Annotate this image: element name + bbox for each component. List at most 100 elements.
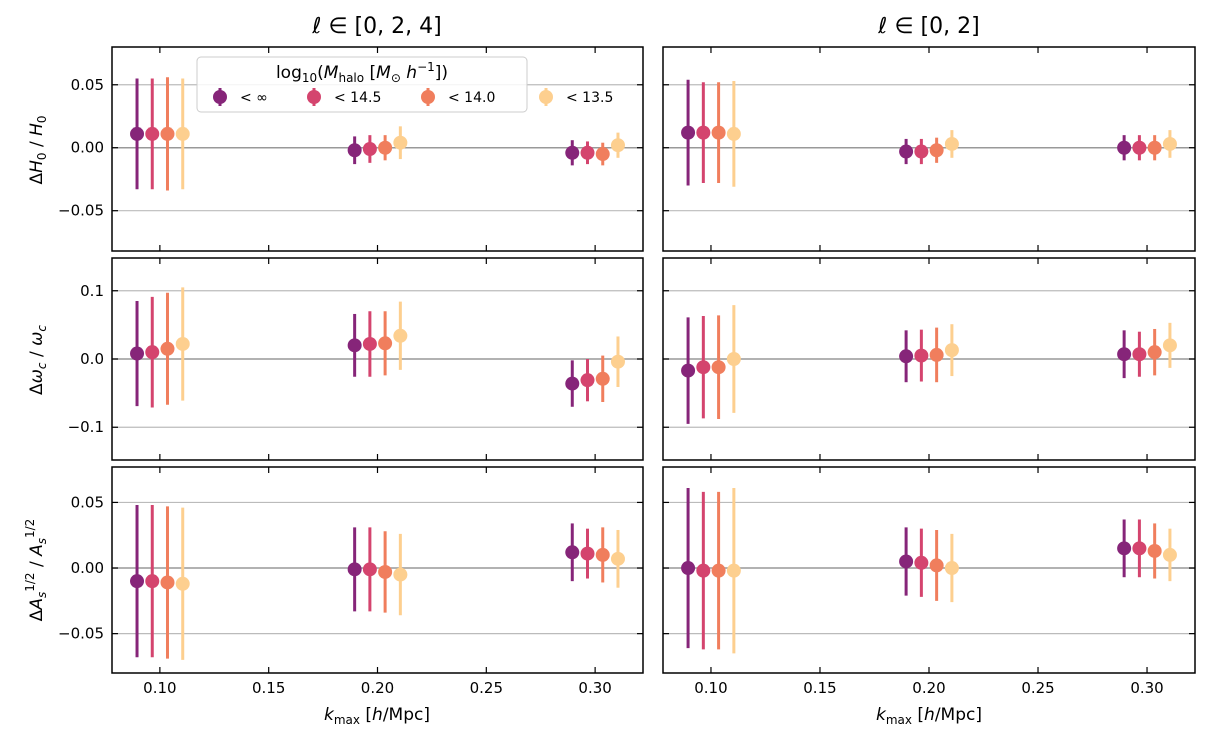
legend-marker [307, 90, 321, 104]
data-point [378, 564, 393, 579]
legend-label: < 14.0 [448, 90, 495, 106]
data-point [711, 125, 726, 140]
data-point [610, 354, 625, 369]
data-point [1117, 347, 1132, 362]
data-point [595, 371, 610, 386]
y-tick-label: −0.05 [58, 202, 104, 220]
data-point [681, 561, 696, 576]
data-point [899, 144, 914, 159]
y-axis-title-row-1: ΔH0 / H0 [27, 115, 49, 184]
data-point [914, 348, 929, 363]
data-point [580, 145, 595, 160]
y-axis-title-row-3: ΔAs1/2 / As1/2 [23, 519, 49, 622]
data-point [580, 373, 595, 388]
legend-marker [213, 90, 227, 104]
data-point [1147, 140, 1162, 155]
data-point [175, 576, 190, 591]
data-point [711, 563, 726, 578]
data-point [175, 336, 190, 351]
data-point [1132, 541, 1147, 556]
y-tick-label: −0.1 [68, 418, 104, 436]
legend-marker [421, 90, 435, 104]
data-point [393, 567, 408, 582]
x-tick-label: 0.20 [361, 679, 394, 697]
data-point [347, 562, 362, 577]
data-point [944, 561, 959, 576]
data-point [1162, 136, 1177, 151]
x-tick-label: 0.25 [1021, 679, 1054, 697]
data-point [580, 546, 595, 561]
data-point [145, 345, 160, 360]
x-tick-label: 0.10 [143, 679, 176, 697]
data-point [130, 126, 145, 141]
data-point [595, 547, 610, 562]
data-point [130, 574, 145, 589]
data-point [899, 349, 914, 364]
panel-r2-c2 [662, 257, 1196, 461]
x-tick-label: 0.25 [470, 679, 503, 697]
data-point [565, 376, 580, 391]
data-point [1132, 140, 1147, 155]
data-point [378, 336, 393, 351]
x-tick-label: 0.15 [252, 679, 285, 697]
y-tick-label: −0.05 [58, 625, 104, 643]
data-point [899, 554, 914, 569]
y-tick-label: 0.00 [71, 559, 104, 577]
x-tick-label: 0.30 [578, 679, 611, 697]
data-point [929, 558, 944, 573]
data-point [696, 125, 711, 140]
y-tick-label: 0.00 [71, 139, 104, 157]
data-point [595, 147, 610, 162]
x-axis-title-right: kmax [h/Mpc] [876, 705, 982, 727]
data-point [610, 138, 625, 153]
data-point [130, 346, 145, 361]
data-point [175, 126, 190, 141]
data-point [1147, 543, 1162, 558]
panel-frame [111, 466, 644, 674]
legend-entries: < ∞ < 14.5 < 14.0 < 13.5 [213, 88, 613, 106]
y-tick-label: 0.05 [71, 76, 104, 94]
column-title-right: ℓ ∈ [0, 2] [877, 14, 979, 39]
x-tick-label: 0.30 [1130, 679, 1163, 697]
legend-label: < ∞ [240, 90, 268, 106]
legend-marker [539, 90, 553, 104]
data-point [160, 575, 175, 590]
panel-r1-c2 [662, 46, 1196, 252]
data-point [1117, 140, 1132, 155]
data-point [914, 144, 929, 159]
y-axis-title-row-2: Δωc / ωc [27, 325, 49, 395]
panel-r3-c2: 0.10 0.15 0.20 0.25 0.30 [662, 466, 1196, 697]
data-point [944, 343, 959, 358]
data-point [347, 338, 362, 353]
panel-r2-c1: −0.1 0.0 0.1 [68, 257, 644, 461]
legend-title: log10(Mhalo [M⊙ h−1]) [276, 60, 448, 85]
data-point [711, 360, 726, 375]
data-point [393, 328, 408, 343]
y-tick-label: 0.0 [80, 350, 104, 368]
data-point [160, 126, 175, 141]
data-point [362, 562, 377, 577]
data-point [362, 142, 377, 156]
y-tick-label: 0.05 [71, 493, 104, 511]
data-point [1132, 347, 1147, 362]
data-point [145, 126, 160, 141]
data-point [1162, 547, 1177, 562]
x-axis-title-left: kmax [h/Mpc] [324, 705, 430, 727]
legend-box [196, 56, 528, 113]
legend-label: < 13.5 [566, 90, 613, 106]
legend-entry: < 14.5 [307, 88, 381, 106]
data-point [696, 360, 711, 375]
legend-label: < 14.5 [334, 90, 381, 106]
data-point [696, 563, 711, 578]
data-point [681, 363, 696, 378]
y-tick-label: 0.1 [80, 282, 104, 300]
legend: log10(Mhalo [M⊙ h−1]) < ∞ < 14.5 < 14.0 < 1… [196, 56, 613, 113]
data-point [681, 125, 696, 140]
data-point [362, 336, 377, 351]
data-point [929, 143, 944, 158]
panel-r3-c1: −0.05 0.00 0.05 0.10 0.15 0.20 0.25 0.30 [58, 466, 644, 697]
data-point [1147, 345, 1162, 360]
data-point [929, 347, 944, 362]
data-point [160, 341, 175, 356]
